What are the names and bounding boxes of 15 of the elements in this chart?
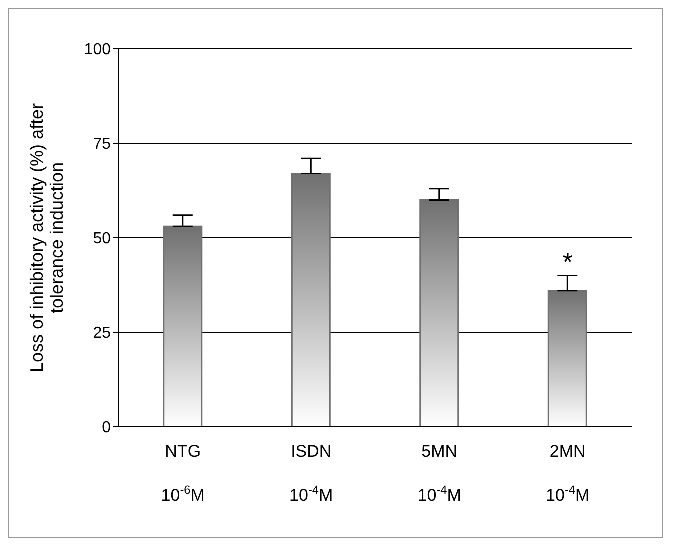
y-axis-title: Loss of inhibitory activity (%) after tolerance induction <box>27 103 67 373</box>
y-tick-label: 25 <box>93 325 112 342</box>
y-tick-label: 50 <box>93 230 112 248</box>
category-label: ISDN 10$^{-4}$M <box>290 442 334 505</box>
bar <box>420 199 460 427</box>
bar <box>291 172 331 427</box>
bar <box>163 226 203 427</box>
y-tick-label: 75 <box>93 136 112 154</box>
category-label: NTG 10$^{-6}$M <box>161 442 205 505</box>
annotation: * <box>562 246 573 277</box>
category-label: 2MN 10$^{-4}$M <box>546 442 590 505</box>
y-tick-label: 100 <box>84 42 112 59</box>
y-tick-label: 0 <box>102 420 112 437</box>
bar <box>548 290 588 427</box>
category-label: 5MN 10$^{-4}$M <box>418 442 462 505</box>
